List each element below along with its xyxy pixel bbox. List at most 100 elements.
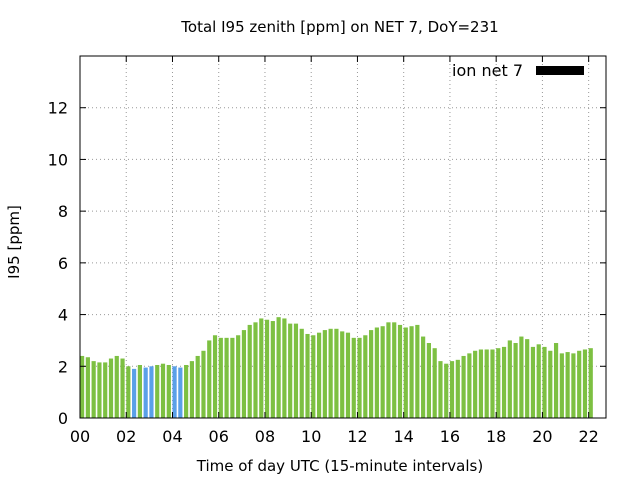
bar xyxy=(403,327,408,418)
bar xyxy=(548,350,553,418)
y-tick-label: 8 xyxy=(58,202,68,221)
bar xyxy=(351,337,356,418)
bar xyxy=(264,319,270,418)
x-tick-label: 14 xyxy=(394,427,414,446)
bar xyxy=(120,358,125,418)
bar xyxy=(166,364,171,418)
bar xyxy=(282,318,287,418)
bar xyxy=(449,361,455,418)
bar xyxy=(588,348,593,418)
bar xyxy=(276,317,281,418)
x-tick-label: 20 xyxy=(532,427,552,446)
bar xyxy=(103,362,108,418)
bar xyxy=(409,326,414,418)
bar xyxy=(108,358,114,418)
bar xyxy=(259,318,264,418)
bar xyxy=(380,326,385,418)
bar xyxy=(461,355,466,418)
y-tick-label: 4 xyxy=(58,306,68,325)
bar xyxy=(374,327,379,418)
bar xyxy=(311,335,316,418)
bar xyxy=(97,362,102,418)
x-tick-label: 22 xyxy=(578,427,598,446)
x-tick-label: 16 xyxy=(440,427,460,446)
y-tick-labels: 0 2 4 6 8 10 12 xyxy=(48,99,68,428)
grid-lines xyxy=(80,56,606,418)
bar xyxy=(299,328,304,418)
x-tick-label: 18 xyxy=(486,427,506,446)
bar xyxy=(247,324,252,418)
bar xyxy=(143,367,148,418)
bar xyxy=(328,328,333,418)
bar xyxy=(322,330,327,418)
bar xyxy=(288,323,293,418)
bar xyxy=(519,336,524,418)
bar xyxy=(426,343,431,418)
bar xyxy=(305,333,310,418)
x-tick-label: 06 xyxy=(209,427,229,446)
bar xyxy=(155,364,160,418)
bar xyxy=(114,355,119,418)
bar xyxy=(172,366,177,418)
bar-series xyxy=(80,317,593,418)
bar xyxy=(386,322,391,418)
legend-swatch xyxy=(536,66,584,75)
bar xyxy=(473,350,478,418)
bar xyxy=(178,367,183,418)
bar xyxy=(559,353,564,418)
x-tick-label: 08 xyxy=(255,427,275,446)
y-tick-label: 2 xyxy=(58,357,68,376)
bar xyxy=(478,349,484,418)
x-tick-label: 02 xyxy=(116,427,136,446)
bar xyxy=(160,363,166,418)
bar xyxy=(270,321,275,418)
bar xyxy=(345,332,351,418)
plot-frame xyxy=(79,55,607,419)
bar xyxy=(553,343,559,418)
x-tick-labels: 00 02 04 06 08 10 12 14 16 18 20 22 xyxy=(70,427,599,446)
bar xyxy=(357,337,362,418)
bar xyxy=(467,353,472,418)
bar xyxy=(577,350,582,418)
legend-label: ion net 7 xyxy=(452,61,523,80)
y-tick-label: 0 xyxy=(58,409,68,428)
y-axis-label: I95 [ppm] xyxy=(5,205,23,279)
bar xyxy=(126,366,131,418)
chart-title: Total I95 zenith [ppm] on NET 7, DoY=231 xyxy=(180,18,498,36)
bar xyxy=(536,344,541,418)
bar xyxy=(369,330,374,418)
bar xyxy=(80,355,85,418)
bar xyxy=(91,361,96,418)
x-tick-label: 04 xyxy=(162,427,182,446)
bar xyxy=(501,346,507,418)
bar xyxy=(496,348,501,418)
bar xyxy=(201,350,206,418)
x-tick-label: 00 xyxy=(70,427,90,446)
bar xyxy=(455,359,460,418)
bar xyxy=(484,349,489,418)
bar xyxy=(392,322,397,418)
bar xyxy=(149,366,154,418)
bar xyxy=(85,357,90,418)
x-axis-label: Time of day UTC (15-minute intervals) xyxy=(196,457,483,475)
bar xyxy=(334,328,339,418)
bar xyxy=(507,340,512,418)
bar xyxy=(132,368,137,418)
bar xyxy=(230,337,235,418)
legend: ion net 7 xyxy=(452,61,584,80)
bar xyxy=(241,330,247,418)
bar xyxy=(397,324,403,418)
bar xyxy=(316,332,322,418)
bar xyxy=(571,353,576,418)
bar xyxy=(421,336,426,418)
bar xyxy=(293,323,299,418)
x-tick-label: 12 xyxy=(347,427,367,446)
bar xyxy=(542,346,547,418)
bar xyxy=(363,335,368,418)
bar xyxy=(444,363,449,418)
bar xyxy=(253,322,258,418)
bar xyxy=(415,324,420,418)
axis-ticks xyxy=(79,56,606,419)
y-tick-label: 10 xyxy=(48,150,68,169)
